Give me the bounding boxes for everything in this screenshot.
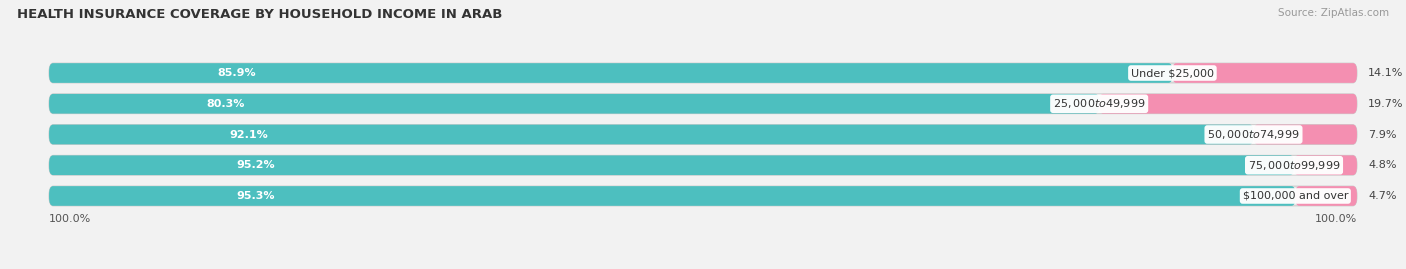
Text: Under $25,000: Under $25,000: [1130, 68, 1213, 78]
FancyBboxPatch shape: [49, 63, 1357, 83]
FancyBboxPatch shape: [1295, 186, 1357, 206]
Text: HEALTH INSURANCE COVERAGE BY HOUSEHOLD INCOME IN ARAB: HEALTH INSURANCE COVERAGE BY HOUSEHOLD I…: [17, 8, 502, 21]
FancyBboxPatch shape: [49, 155, 1294, 175]
Text: $75,000 to $99,999: $75,000 to $99,999: [1247, 159, 1340, 172]
FancyBboxPatch shape: [1099, 94, 1357, 114]
Text: Source: ZipAtlas.com: Source: ZipAtlas.com: [1278, 8, 1389, 18]
Text: 92.1%: 92.1%: [229, 129, 269, 140]
FancyBboxPatch shape: [49, 94, 1357, 114]
Text: 100.0%: 100.0%: [1315, 214, 1357, 224]
Text: $100,000 and over: $100,000 and over: [1243, 191, 1348, 201]
Text: 4.7%: 4.7%: [1368, 191, 1396, 201]
Text: 95.2%: 95.2%: [236, 160, 274, 170]
Text: 4.8%: 4.8%: [1368, 160, 1396, 170]
FancyBboxPatch shape: [49, 94, 1099, 114]
Text: 95.3%: 95.3%: [236, 191, 274, 201]
Text: 19.7%: 19.7%: [1368, 99, 1403, 109]
FancyBboxPatch shape: [49, 186, 1295, 206]
Text: 80.3%: 80.3%: [207, 99, 245, 109]
Text: $50,000 to $74,999: $50,000 to $74,999: [1208, 128, 1299, 141]
Text: 14.1%: 14.1%: [1368, 68, 1403, 78]
FancyBboxPatch shape: [49, 125, 1254, 144]
FancyBboxPatch shape: [49, 186, 1357, 206]
FancyBboxPatch shape: [49, 125, 1357, 144]
Text: $25,000 to $49,999: $25,000 to $49,999: [1053, 97, 1146, 110]
FancyBboxPatch shape: [1253, 125, 1357, 144]
Text: 100.0%: 100.0%: [49, 214, 91, 224]
FancyBboxPatch shape: [1173, 63, 1357, 83]
FancyBboxPatch shape: [1294, 155, 1357, 175]
FancyBboxPatch shape: [49, 155, 1357, 175]
Text: 7.9%: 7.9%: [1368, 129, 1396, 140]
FancyBboxPatch shape: [49, 63, 1173, 83]
Text: 85.9%: 85.9%: [218, 68, 256, 78]
